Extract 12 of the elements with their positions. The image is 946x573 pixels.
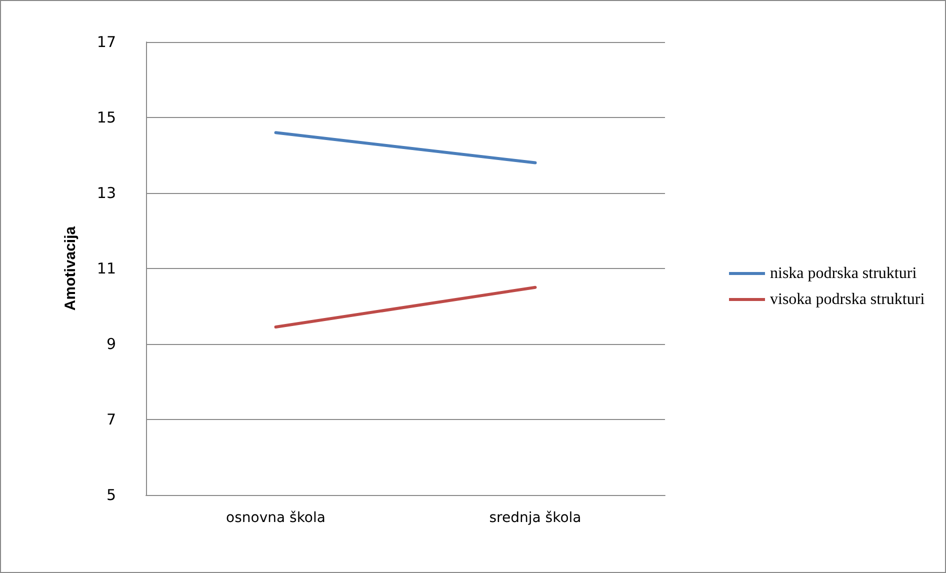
y-tick-label: 13 — [96, 184, 116, 202]
legend-label: visoka podrska strukturi — [770, 291, 926, 308]
y-tick-label: 9 — [106, 335, 116, 353]
y-tick-label: 17 — [96, 33, 116, 51]
y-tick-label: 5 — [106, 486, 116, 504]
y-tick-label: 15 — [96, 108, 116, 126]
x-tick-label: osnovna škola — [226, 510, 326, 526]
y-axis-title: Amotivacija — [62, 226, 79, 311]
legend-label: niska podrska strukturi — [770, 265, 918, 282]
x-tick-label: srednja škola — [489, 510, 582, 526]
y-tick-label: 11 — [96, 260, 116, 278]
y-tick-label: 7 — [106, 410, 116, 428]
